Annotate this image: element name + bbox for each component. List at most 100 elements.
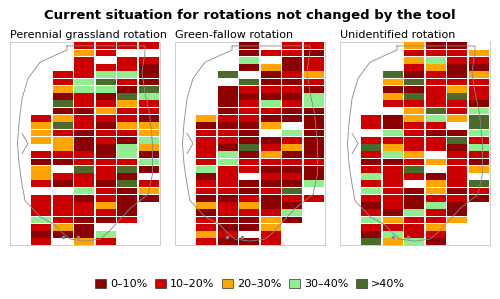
Bar — [404, 57, 424, 64]
Bar — [260, 64, 280, 71]
Bar — [404, 209, 424, 216]
Bar — [117, 195, 137, 202]
Bar — [404, 231, 424, 238]
Bar — [138, 115, 158, 122]
Bar — [468, 129, 488, 136]
Bar — [96, 122, 116, 129]
Bar — [282, 50, 302, 57]
Bar — [404, 158, 424, 165]
Bar — [117, 57, 137, 64]
Bar — [362, 137, 382, 144]
Bar — [117, 209, 137, 216]
Bar — [260, 86, 280, 93]
Bar — [260, 209, 280, 216]
Bar — [32, 195, 52, 202]
Bar — [362, 202, 382, 209]
Bar — [304, 122, 324, 129]
Bar — [362, 238, 382, 245]
Bar — [362, 151, 382, 158]
Bar — [260, 122, 280, 129]
Bar — [96, 158, 116, 165]
Bar — [447, 195, 467, 202]
Bar — [383, 137, 403, 144]
Bar — [383, 187, 403, 194]
Bar — [53, 209, 73, 216]
Bar — [96, 238, 116, 245]
Bar — [74, 238, 94, 245]
Bar — [53, 108, 73, 115]
Bar — [426, 231, 446, 238]
Bar — [138, 173, 158, 180]
Bar — [74, 187, 94, 194]
Bar — [447, 71, 467, 78]
Bar — [447, 166, 467, 173]
Bar — [240, 173, 259, 180]
Bar — [260, 115, 280, 122]
Bar — [383, 209, 403, 216]
Bar — [32, 209, 52, 216]
Bar — [383, 231, 403, 238]
Bar — [447, 42, 467, 49]
Bar — [362, 195, 382, 202]
Bar — [96, 187, 116, 194]
Bar — [138, 158, 158, 165]
Bar — [383, 180, 403, 187]
Bar — [383, 151, 403, 158]
Bar — [74, 86, 94, 93]
Bar — [304, 115, 324, 122]
Bar — [74, 42, 94, 49]
Bar — [240, 224, 259, 231]
Bar — [96, 180, 116, 187]
Bar — [96, 151, 116, 158]
Bar — [74, 115, 94, 122]
Bar — [383, 166, 403, 173]
Bar — [260, 42, 280, 49]
Bar — [138, 129, 158, 136]
Bar — [240, 217, 259, 223]
Bar — [196, 202, 216, 209]
Bar — [304, 108, 324, 115]
Bar — [260, 173, 280, 180]
Bar — [218, 238, 238, 245]
Bar — [196, 217, 216, 223]
Bar — [426, 57, 446, 64]
Bar — [138, 166, 158, 173]
Bar — [468, 144, 488, 151]
Bar — [447, 108, 467, 115]
Bar — [32, 217, 52, 223]
Bar — [240, 93, 259, 100]
Bar — [426, 115, 446, 122]
Bar — [138, 122, 158, 129]
Bar — [32, 202, 52, 209]
Bar — [404, 122, 424, 129]
Bar — [218, 187, 238, 194]
Bar — [404, 238, 424, 245]
Bar — [468, 195, 488, 202]
Bar — [282, 166, 302, 173]
Bar — [404, 100, 424, 107]
Bar — [304, 64, 324, 71]
Bar — [282, 64, 302, 71]
Bar — [260, 202, 280, 209]
Bar — [282, 195, 302, 202]
Bar — [53, 166, 73, 173]
Bar — [117, 173, 137, 180]
Bar — [74, 57, 94, 64]
Bar — [96, 144, 116, 151]
Bar — [282, 100, 302, 107]
Bar — [282, 187, 302, 194]
Bar — [282, 108, 302, 115]
Bar — [240, 209, 259, 216]
Bar — [426, 129, 446, 136]
Bar — [426, 100, 446, 107]
Bar — [447, 209, 467, 216]
Text: Unidentified rotation: Unidentified rotation — [340, 30, 456, 40]
Bar — [74, 122, 94, 129]
Bar — [304, 166, 324, 173]
Bar — [404, 217, 424, 223]
Bar — [282, 180, 302, 187]
Bar — [117, 137, 137, 144]
Bar — [138, 195, 158, 202]
Bar — [468, 42, 488, 49]
Bar — [362, 224, 382, 231]
